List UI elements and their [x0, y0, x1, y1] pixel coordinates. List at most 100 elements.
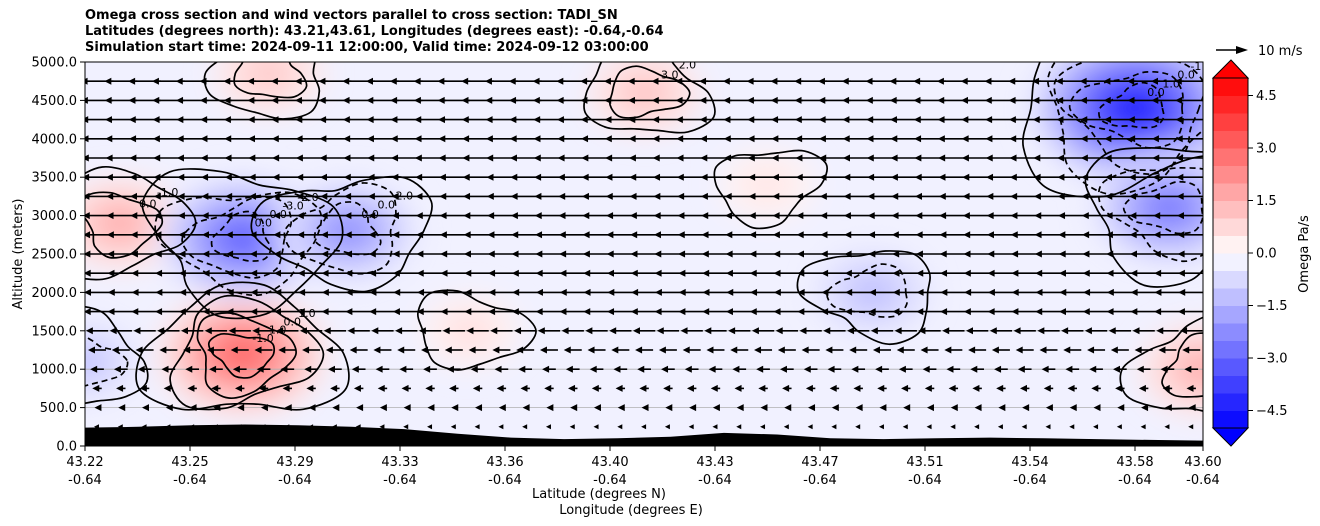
wind-vector [181, 327, 204, 335]
colorbar: −4.5 −3.0 −1.5 0.0 1.5 3.0 4.5 Omega Pa/s [1211, 59, 1312, 447]
wind-vector [353, 384, 364, 392]
wind-vector [868, 308, 896, 316]
wind-vector [130, 250, 159, 258]
wind-vector [542, 365, 556, 373]
wind-vector [1019, 384, 1030, 392]
wind-vector [131, 308, 158, 316]
x-axis-label-latitude: Latitude (degrees N) [532, 487, 666, 502]
wind-vector [585, 327, 608, 335]
wind-vector [252, 327, 275, 335]
wind-vector [779, 365, 794, 373]
wind-vector [209, 365, 223, 373]
wind-vector [773, 250, 801, 258]
wind-vector [250, 269, 277, 277]
wind-vector [582, 250, 611, 258]
wind-vector [821, 308, 848, 316]
wind-vector [561, 327, 584, 335]
wind-vector [710, 384, 721, 392]
wind-vector [345, 288, 372, 296]
wind-vector [915, 250, 944, 258]
wind-vector [853, 384, 863, 392]
wind-vector [736, 404, 744, 412]
wind-vector [537, 327, 561, 335]
wind-vector [987, 288, 1014, 296]
wind-vector [630, 269, 658, 277]
wind-vector [488, 308, 515, 316]
wind-vector [1106, 269, 1134, 277]
wind-vector [1011, 250, 1039, 258]
omega-contour-line [1053, 62, 1203, 175]
wind-vector [892, 250, 920, 258]
wind-vector [351, 365, 366, 373]
wind-vector [678, 250, 706, 258]
wind-vector [1091, 384, 1101, 392]
wind-vector [85, 327, 109, 335]
wind-vector [1041, 365, 1056, 373]
wind-vector [511, 250, 539, 258]
wind-vector [901, 384, 911, 392]
wind-vector [498, 424, 504, 430]
omega-contour-line [85, 305, 149, 405]
wind-vector [297, 269, 325, 277]
wind-vector [1106, 308, 1134, 316]
wind-vector [440, 250, 468, 258]
wind-vector [583, 288, 610, 296]
wind-vector [593, 404, 601, 412]
omega-contour-line [583, 62, 716, 134]
contour-label: 0.0 [1207, 51, 1225, 64]
wind-vector [416, 250, 444, 258]
wind-vector [777, 346, 796, 354]
x-tick-label-lon: -0.64 [488, 473, 522, 488]
wind-vector [274, 288, 301, 296]
wind-vector [157, 327, 180, 335]
colorbar-segment [1213, 130, 1248, 149]
wind-vector [514, 327, 537, 335]
wind-vector [736, 424, 742, 430]
wind-vector [159, 346, 178, 354]
wind-vector [868, 250, 896, 258]
wind-vector [417, 288, 444, 296]
wind-vector [1108, 327, 1131, 335]
wind-vector [607, 288, 634, 296]
wind-vector [273, 250, 301, 258]
wind-vector [85, 288, 110, 296]
wind-vector [179, 288, 206, 296]
wind-vector [107, 308, 135, 316]
wind-vector [403, 424, 409, 430]
wind-vector [131, 288, 158, 296]
wind-vector [688, 424, 694, 430]
wind-vector [613, 365, 628, 373]
wind-vector [1130, 308, 1157, 316]
wind-vector [1132, 327, 1155, 335]
wind-vector [1045, 424, 1051, 430]
wind-vector [734, 384, 744, 392]
y-tick-label: 0.0 [56, 440, 77, 455]
wind-vector [559, 250, 587, 258]
wind-vector [926, 404, 934, 412]
wind-vector [775, 327, 798, 335]
wind-vector [345, 250, 373, 258]
wind-vector [756, 365, 770, 373]
wind-vector [399, 365, 414, 373]
wind-vector [783, 424, 789, 430]
wind-vector [1130, 269, 1157, 277]
wind-vector [113, 365, 128, 373]
wind-vector [1106, 288, 1133, 296]
wind-vector [641, 424, 647, 430]
wind-vector [189, 404, 197, 412]
omega-contour-line [1068, 70, 1184, 149]
wind-vector [725, 308, 753, 316]
wind-vector [107, 269, 135, 277]
wind-vector [85, 269, 111, 277]
wind-vector [680, 327, 703, 335]
wind-vector [630, 308, 658, 316]
omega-contour-line [608, 65, 691, 119]
x-tick-label-lat: 43.58 [1116, 455, 1153, 470]
quiver-key-arrow-head [1236, 46, 1248, 54]
wind-vector [1130, 250, 1158, 258]
wind-vector [492, 346, 511, 354]
wind-vector [631, 288, 658, 296]
wind-vector [377, 384, 388, 392]
quiver-key-label: 10 m/s [1258, 44, 1303, 59]
wind-vector [373, 346, 392, 354]
